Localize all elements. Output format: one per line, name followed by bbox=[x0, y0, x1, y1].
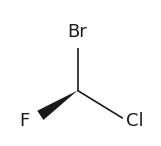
Text: Cl: Cl bbox=[126, 112, 143, 130]
Polygon shape bbox=[37, 91, 78, 120]
Text: F: F bbox=[19, 112, 29, 130]
Text: Br: Br bbox=[68, 23, 87, 41]
